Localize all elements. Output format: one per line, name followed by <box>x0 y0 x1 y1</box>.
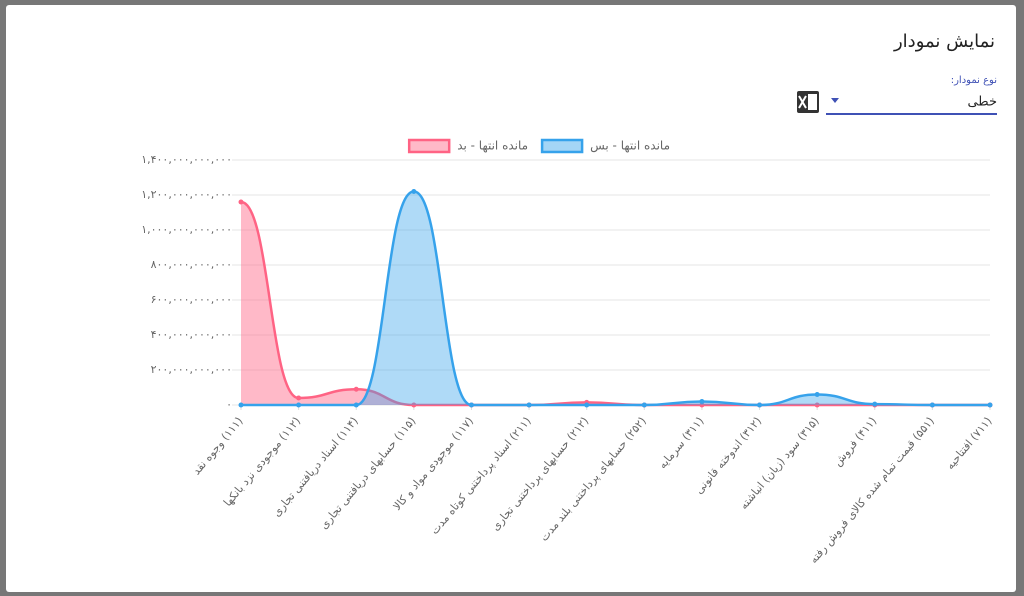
point <box>468 402 474 408</box>
select-value[interactable]: خطی <box>967 95 997 110</box>
point <box>411 402 417 408</box>
point <box>757 402 763 408</box>
y-tick-label: ۶۰۰,۰۰۰,۰۰۰,۰۰۰ <box>151 293 232 306</box>
y-tick-label: ۱,۰۰۰,۰۰۰,۰۰۰,۰۰۰ <box>141 223 232 236</box>
legend-label: مانده انتها - بد <box>457 139 528 153</box>
dropdown-arrow[interactable] <box>831 98 839 103</box>
point <box>296 402 302 408</box>
point <box>584 402 590 408</box>
legend-item: مانده انتها - بد <box>407 138 528 154</box>
legend-label: مانده انتها - بس <box>590 139 670 154</box>
y-tick-label: ۸۰۰,۰۰۰,۰۰۰,۰۰۰ <box>151 258 232 271</box>
point <box>411 189 417 194</box>
point <box>296 395 302 401</box>
y-tick-label: ۲۰۰,۰۰۰,۰۰۰,۰۰۰ <box>151 363 232 376</box>
point <box>929 402 935 408</box>
y-tick-label: ۱,۴۰۰,۰۰۰,۰۰۰,۰۰۰ <box>141 153 232 166</box>
y-tick-label: ۰ <box>226 398 232 411</box>
dialog <box>6 5 1016 592</box>
point <box>872 401 878 407</box>
excel-icon[interactable] <box>797 91 819 113</box>
legend-swatch <box>407 138 451 154</box>
point <box>353 386 359 392</box>
select-label: نوع نمودار: <box>951 75 997 86</box>
point <box>641 402 647 408</box>
area <box>241 191 990 405</box>
y-tick-label: ۴۰۰,۰۰۰,۰۰۰,۰۰۰ <box>151 328 232 341</box>
line <box>241 190 990 407</box>
point <box>699 399 705 404</box>
point <box>814 402 820 408</box>
point <box>526 402 532 408</box>
dialog-title: نمایش نمودار <box>893 31 995 52</box>
point <box>238 199 244 205</box>
point <box>353 402 359 408</box>
point <box>987 402 993 408</box>
point <box>699 402 705 408</box>
y-tick-label: ۱,۲۰۰,۰۰۰,۰۰۰,۰۰۰ <box>141 188 232 201</box>
point <box>238 402 244 408</box>
point <box>814 392 820 397</box>
legend-swatch <box>540 138 584 154</box>
legend-item: مانده انتها - بس <box>540 138 670 154</box>
